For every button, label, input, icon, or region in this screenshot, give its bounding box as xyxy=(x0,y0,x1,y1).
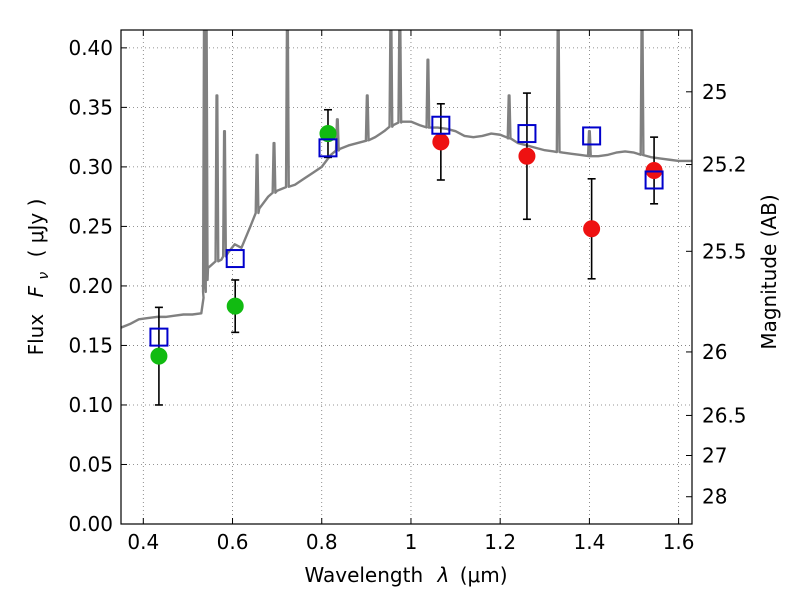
model-square-point xyxy=(149,327,169,347)
x-tick-label: 0.4 xyxy=(127,530,159,554)
right-tick-label: 25.2 xyxy=(702,153,747,177)
y-tick-label: 0.10 xyxy=(68,393,113,417)
y-tick-label: 0.35 xyxy=(68,95,113,119)
x-tick-label: 1.4 xyxy=(573,530,605,554)
right-tick-label: 25 xyxy=(702,80,727,104)
spectrum-line xyxy=(121,30,692,329)
y-tick-label: 0.00 xyxy=(68,512,113,536)
right-tick-label: 26.5 xyxy=(702,403,747,427)
right-tick-label: 25.5 xyxy=(702,239,747,263)
x-axis-title-symbol: λ xyxy=(437,563,450,587)
x-tick-label: 0.8 xyxy=(306,530,338,554)
y-axis-title: Flux F ν ( μJy ) xyxy=(24,199,53,356)
y-axis-title-subscript: ν xyxy=(36,272,52,280)
red-data-point xyxy=(645,161,663,179)
right-tick-label: 28 xyxy=(702,485,727,509)
right-axis-title: Magnitude (AB) xyxy=(757,194,781,349)
x-tick-label: 1 xyxy=(405,530,418,554)
green-data-point xyxy=(226,297,244,315)
y-tick-label: 0.15 xyxy=(68,333,113,357)
x-tick-label: 1.6 xyxy=(663,530,695,554)
model-square-point xyxy=(582,126,602,146)
y-tick-label: 0.30 xyxy=(68,155,113,179)
model-square-point xyxy=(517,124,537,144)
data-points xyxy=(149,115,664,365)
y-axis-title-unit: ( μJy ) xyxy=(24,199,48,258)
axis-ticks: 0.4 0.6 0.8 1 1.2 1.4 1.6 0.00 0.05 0.10 0.15 0.20 0… xyxy=(68,30,747,554)
y-tick-label: 0.25 xyxy=(68,214,113,238)
right-tick-label: 27 xyxy=(702,444,727,468)
red-data-point xyxy=(518,147,536,165)
y-axis-title-text: Flux xyxy=(24,314,48,356)
x-axis-title-text: Wavelength xyxy=(304,563,423,587)
y-tick-label: 0.40 xyxy=(68,36,113,60)
model-square-point xyxy=(225,249,245,269)
red-data-point xyxy=(432,133,450,151)
spectrum-layer xyxy=(121,30,692,329)
green-data-point xyxy=(319,125,337,143)
x-axis-title: Wavelength λ (μm) xyxy=(304,563,507,587)
model-square-point xyxy=(318,138,338,158)
model-square-point xyxy=(644,170,664,190)
y-tick-label: 0.05 xyxy=(68,452,113,476)
y-tick-label: 0.20 xyxy=(68,274,113,298)
y-axis-title-symbol: F xyxy=(24,285,48,297)
x-tick-label: 1.2 xyxy=(484,530,516,554)
red-data-point xyxy=(583,220,601,238)
x-axis-title-unit: (μm) xyxy=(460,563,508,587)
x-tick-label: 0.6 xyxy=(217,530,249,554)
right-tick-label: 26 xyxy=(702,340,727,364)
plot-frame xyxy=(120,29,693,525)
green-data-point xyxy=(150,347,168,365)
model-square-point xyxy=(431,115,451,135)
